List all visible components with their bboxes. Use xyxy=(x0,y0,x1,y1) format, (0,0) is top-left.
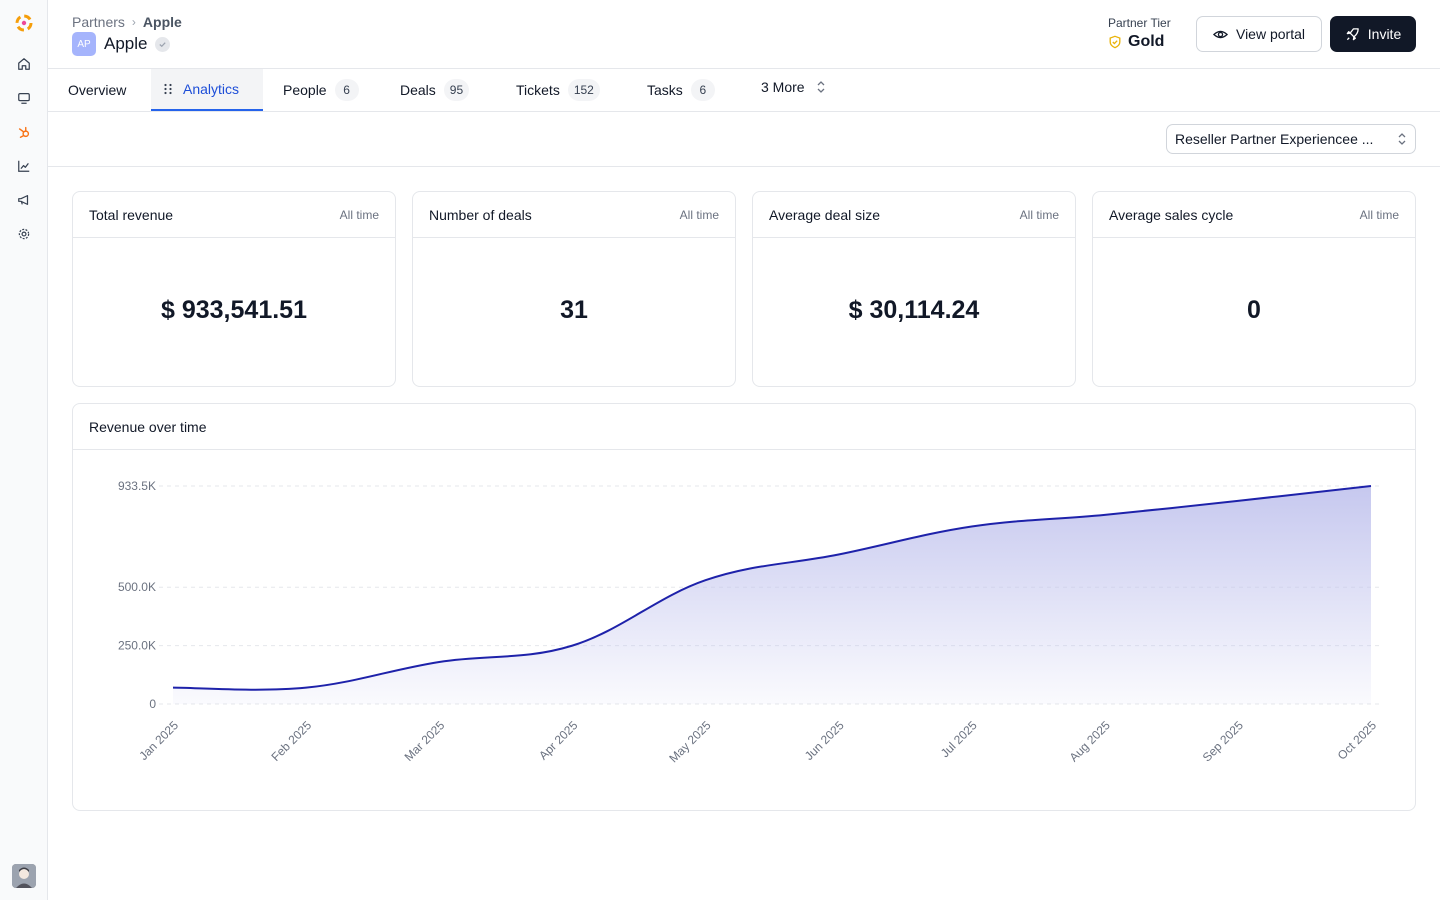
revenue-chart-card: Revenue over time 0 250.0K 500.0K 933.5K Ja… xyxy=(72,403,1416,811)
tab-label: People xyxy=(283,82,327,98)
drag-handle-icon[interactable] xyxy=(163,83,173,95)
revenue-data-point[interactable] xyxy=(300,682,312,694)
kpi-period: All time xyxy=(1019,207,1059,222)
chart-title: Revenue over time xyxy=(73,404,1415,450)
y-tick-label: 500.0K xyxy=(118,580,156,594)
view-portal-label: View portal xyxy=(1235,26,1305,42)
app-logo-icon[interactable] xyxy=(14,13,34,33)
revenue-area-chart: 0 250.0K 500.0K 933.5K Jan 2025 Feb 2025 Mar … xyxy=(118,479,1381,765)
x-tick-label: Sep 2025 xyxy=(1200,718,1246,764)
kpi-title: Number of deals xyxy=(429,206,532,223)
tab-analytics[interactable]: Analytics xyxy=(151,69,263,111)
partner-avatar: AP xyxy=(72,32,96,56)
monitor-icon[interactable] xyxy=(14,88,34,108)
tab-people[interactable]: People 6 xyxy=(283,69,359,111)
x-tick-label: Jul 2025 xyxy=(938,718,980,760)
kpi-title: Average deal size xyxy=(769,206,881,223)
x-tick-label: Feb 2025 xyxy=(268,718,314,764)
revenue-data-point[interactable] xyxy=(1232,495,1244,507)
tab-bar: Overview Analytics People 6 Deals 95 Tic… xyxy=(48,69,1440,112)
x-tick-label: May 2025 xyxy=(666,718,713,765)
kpi-card-total-revenue: Total revenue All time $ 933,541.51 xyxy=(72,191,396,387)
x-tick-label: Aug 2025 xyxy=(1067,718,1113,764)
left-rail xyxy=(0,0,48,900)
tab-label: 3 More xyxy=(761,79,805,95)
kpi-card-average-deal-size: Average deal size All time $ 30,114.24 xyxy=(752,191,1076,387)
kpi-period: All time xyxy=(339,207,379,222)
settings-gear-icon[interactable] xyxy=(14,224,34,244)
view-portal-button[interactable]: View portal xyxy=(1196,16,1322,52)
rocket-icon xyxy=(1346,27,1359,40)
user-avatar[interactable] xyxy=(12,864,36,888)
revenue-data-point[interactable] xyxy=(966,521,978,533)
shield-check-icon xyxy=(1109,35,1121,49)
kpi-value: 0 xyxy=(1247,296,1261,324)
y-tick-label: 933.5K xyxy=(118,479,156,493)
tab-tasks[interactable]: Tasks 6 xyxy=(647,69,715,111)
analytics-chart-icon[interactable] xyxy=(14,156,34,176)
revenue-data-point[interactable] xyxy=(433,656,445,668)
title-row: AP Apple xyxy=(72,32,171,56)
invite-label: Invite xyxy=(1367,26,1402,42)
breadcrumb-partners-link[interactable]: Partners xyxy=(72,14,125,30)
tab-label: Deals xyxy=(400,82,436,98)
tab-label: Tickets xyxy=(516,82,560,98)
kpi-value: $ 933,541.51 xyxy=(161,296,307,324)
partner-tier-value: Gold xyxy=(1108,33,1188,51)
hubspot-icon[interactable] xyxy=(14,122,34,142)
breadcrumb-current: Apple xyxy=(142,14,182,30)
x-tick-label: Jan 2025 xyxy=(136,718,181,763)
tab-label: Analytics xyxy=(183,81,240,97)
tab-more[interactable]: 3 More xyxy=(761,66,827,108)
kpi-value: 31 xyxy=(560,296,588,324)
y-tick-label: 250.0K xyxy=(118,639,156,653)
kpi-title: Total revenue xyxy=(89,206,174,223)
kpi-period: All time xyxy=(679,207,719,222)
kpi-card-number-of-deals: Number of deals All time 31 xyxy=(412,191,736,387)
program-select[interactable]: Reseller Partner Experiencee ... xyxy=(1166,124,1416,154)
tab-deals[interactable]: Deals 95 xyxy=(400,69,470,111)
invite-button[interactable]: Invite xyxy=(1330,16,1416,52)
revenue-data-point[interactable] xyxy=(1099,509,1111,521)
page-header: Partners › Apple AP Apple Partner Tier G… xyxy=(48,0,1440,69)
tab-count-badge: 6 xyxy=(690,79,715,101)
tab-label: Overview xyxy=(68,82,127,98)
partner-tier: Partner Tier Gold xyxy=(1108,16,1188,51)
tab-label: Tasks xyxy=(647,82,683,98)
revenue-series-line xyxy=(172,484,1372,691)
x-tick-label: Apr 2025 xyxy=(536,718,581,763)
chevron-right-icon: › xyxy=(131,15,136,29)
tab-count-badge: 6 xyxy=(334,79,359,101)
partner-tier-label: Partner Tier xyxy=(1108,16,1171,30)
verified-badge-icon xyxy=(155,36,171,52)
chevron-up-down-icon xyxy=(817,81,825,93)
tab-overview[interactable]: Overview xyxy=(68,69,152,111)
tab-tickets[interactable]: Tickets 152 xyxy=(516,69,600,111)
kpi-card-average-sales-cycle: Average sales cycle All time 0 xyxy=(1092,191,1416,387)
program-select-value: Reseller Partner Experiencee ... xyxy=(1175,131,1374,147)
y-tick-label: 0 xyxy=(149,697,156,711)
home-icon[interactable] xyxy=(14,54,34,74)
breadcrumb: Partners › Apple xyxy=(72,13,182,31)
x-tick-label: Oct 2025 xyxy=(1335,718,1380,763)
revenue-data-point[interactable] xyxy=(699,574,711,586)
kpi-value: $ 30,114.24 xyxy=(848,296,980,324)
revenue-area-fill xyxy=(173,485,1371,704)
kpi-period: All time xyxy=(1359,207,1399,222)
kpi-title: Average sales cycle xyxy=(1109,206,1234,223)
revenue-data-point[interactable] xyxy=(167,682,179,694)
filter-toolbar: Reseller Partner Experiencee ... xyxy=(48,112,1440,167)
x-tick-label: Jun 2025 xyxy=(802,718,847,763)
chevron-up-down-icon xyxy=(1398,133,1406,145)
tab-count-badge: 95 xyxy=(443,79,470,101)
tab-count-badge: 152 xyxy=(567,79,600,101)
x-tick-label: Mar 2025 xyxy=(402,718,448,764)
partner-tier-text: Gold xyxy=(1128,33,1165,50)
eye-icon xyxy=(1212,30,1228,38)
revenue-data-point[interactable] xyxy=(566,640,578,652)
megaphone-icon[interactable] xyxy=(14,190,34,210)
page-title: Apple xyxy=(104,34,148,53)
revenue-data-point[interactable] xyxy=(833,549,845,561)
revenue-data-point[interactable] xyxy=(1365,480,1377,492)
